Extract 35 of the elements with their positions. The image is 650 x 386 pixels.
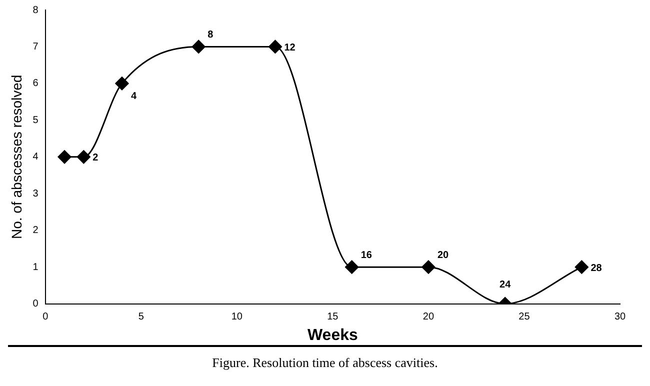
x-tick-label: 20 (422, 312, 434, 323)
y-tick-label: 8 (32, 4, 39, 16)
annotation: 12 (284, 42, 296, 54)
annotation: 20 (437, 250, 450, 261)
point (574, 260, 588, 274)
point (192, 40, 206, 54)
annotation: 2 (92, 152, 99, 164)
x-tick-label: 10 (231, 312, 243, 323)
y-tick-label: 7 (32, 41, 39, 52)
x-tick-label: 25 (518, 312, 530, 323)
y-tick-label: 1 (32, 262, 39, 273)
y-tick-label: 2 (32, 225, 39, 236)
annotation: 8 (208, 29, 214, 40)
point (345, 260, 359, 274)
point (76, 150, 90, 164)
annotation: 24 (500, 280, 512, 291)
x-tick-label: 15 (327, 312, 339, 323)
point (58, 150, 72, 164)
x-tick-label: 5 (138, 312, 144, 323)
text: Figure. Resolution time of abscess cavities. (8, 345, 642, 371)
y-tick-label: 5 (32, 114, 39, 126)
y-tick-label: 4 (32, 152, 39, 163)
y-axis-title: No. of abscesses resolved (8, 74, 24, 239)
point (422, 260, 436, 274)
annotation: 28 (590, 262, 602, 274)
point (268, 40, 282, 54)
y-tick-label: 3 (32, 188, 39, 200)
x-axis-title: Weeks (307, 326, 358, 344)
y-tick-label: 0 (32, 298, 39, 310)
annotation: 4 (130, 91, 137, 102)
x-tick-label: 30 (614, 312, 626, 323)
annotation: 16 (360, 250, 372, 261)
point (115, 76, 129, 90)
x-tick-label: 0 (42, 312, 49, 323)
y-tick-label: 6 (32, 78, 39, 90)
